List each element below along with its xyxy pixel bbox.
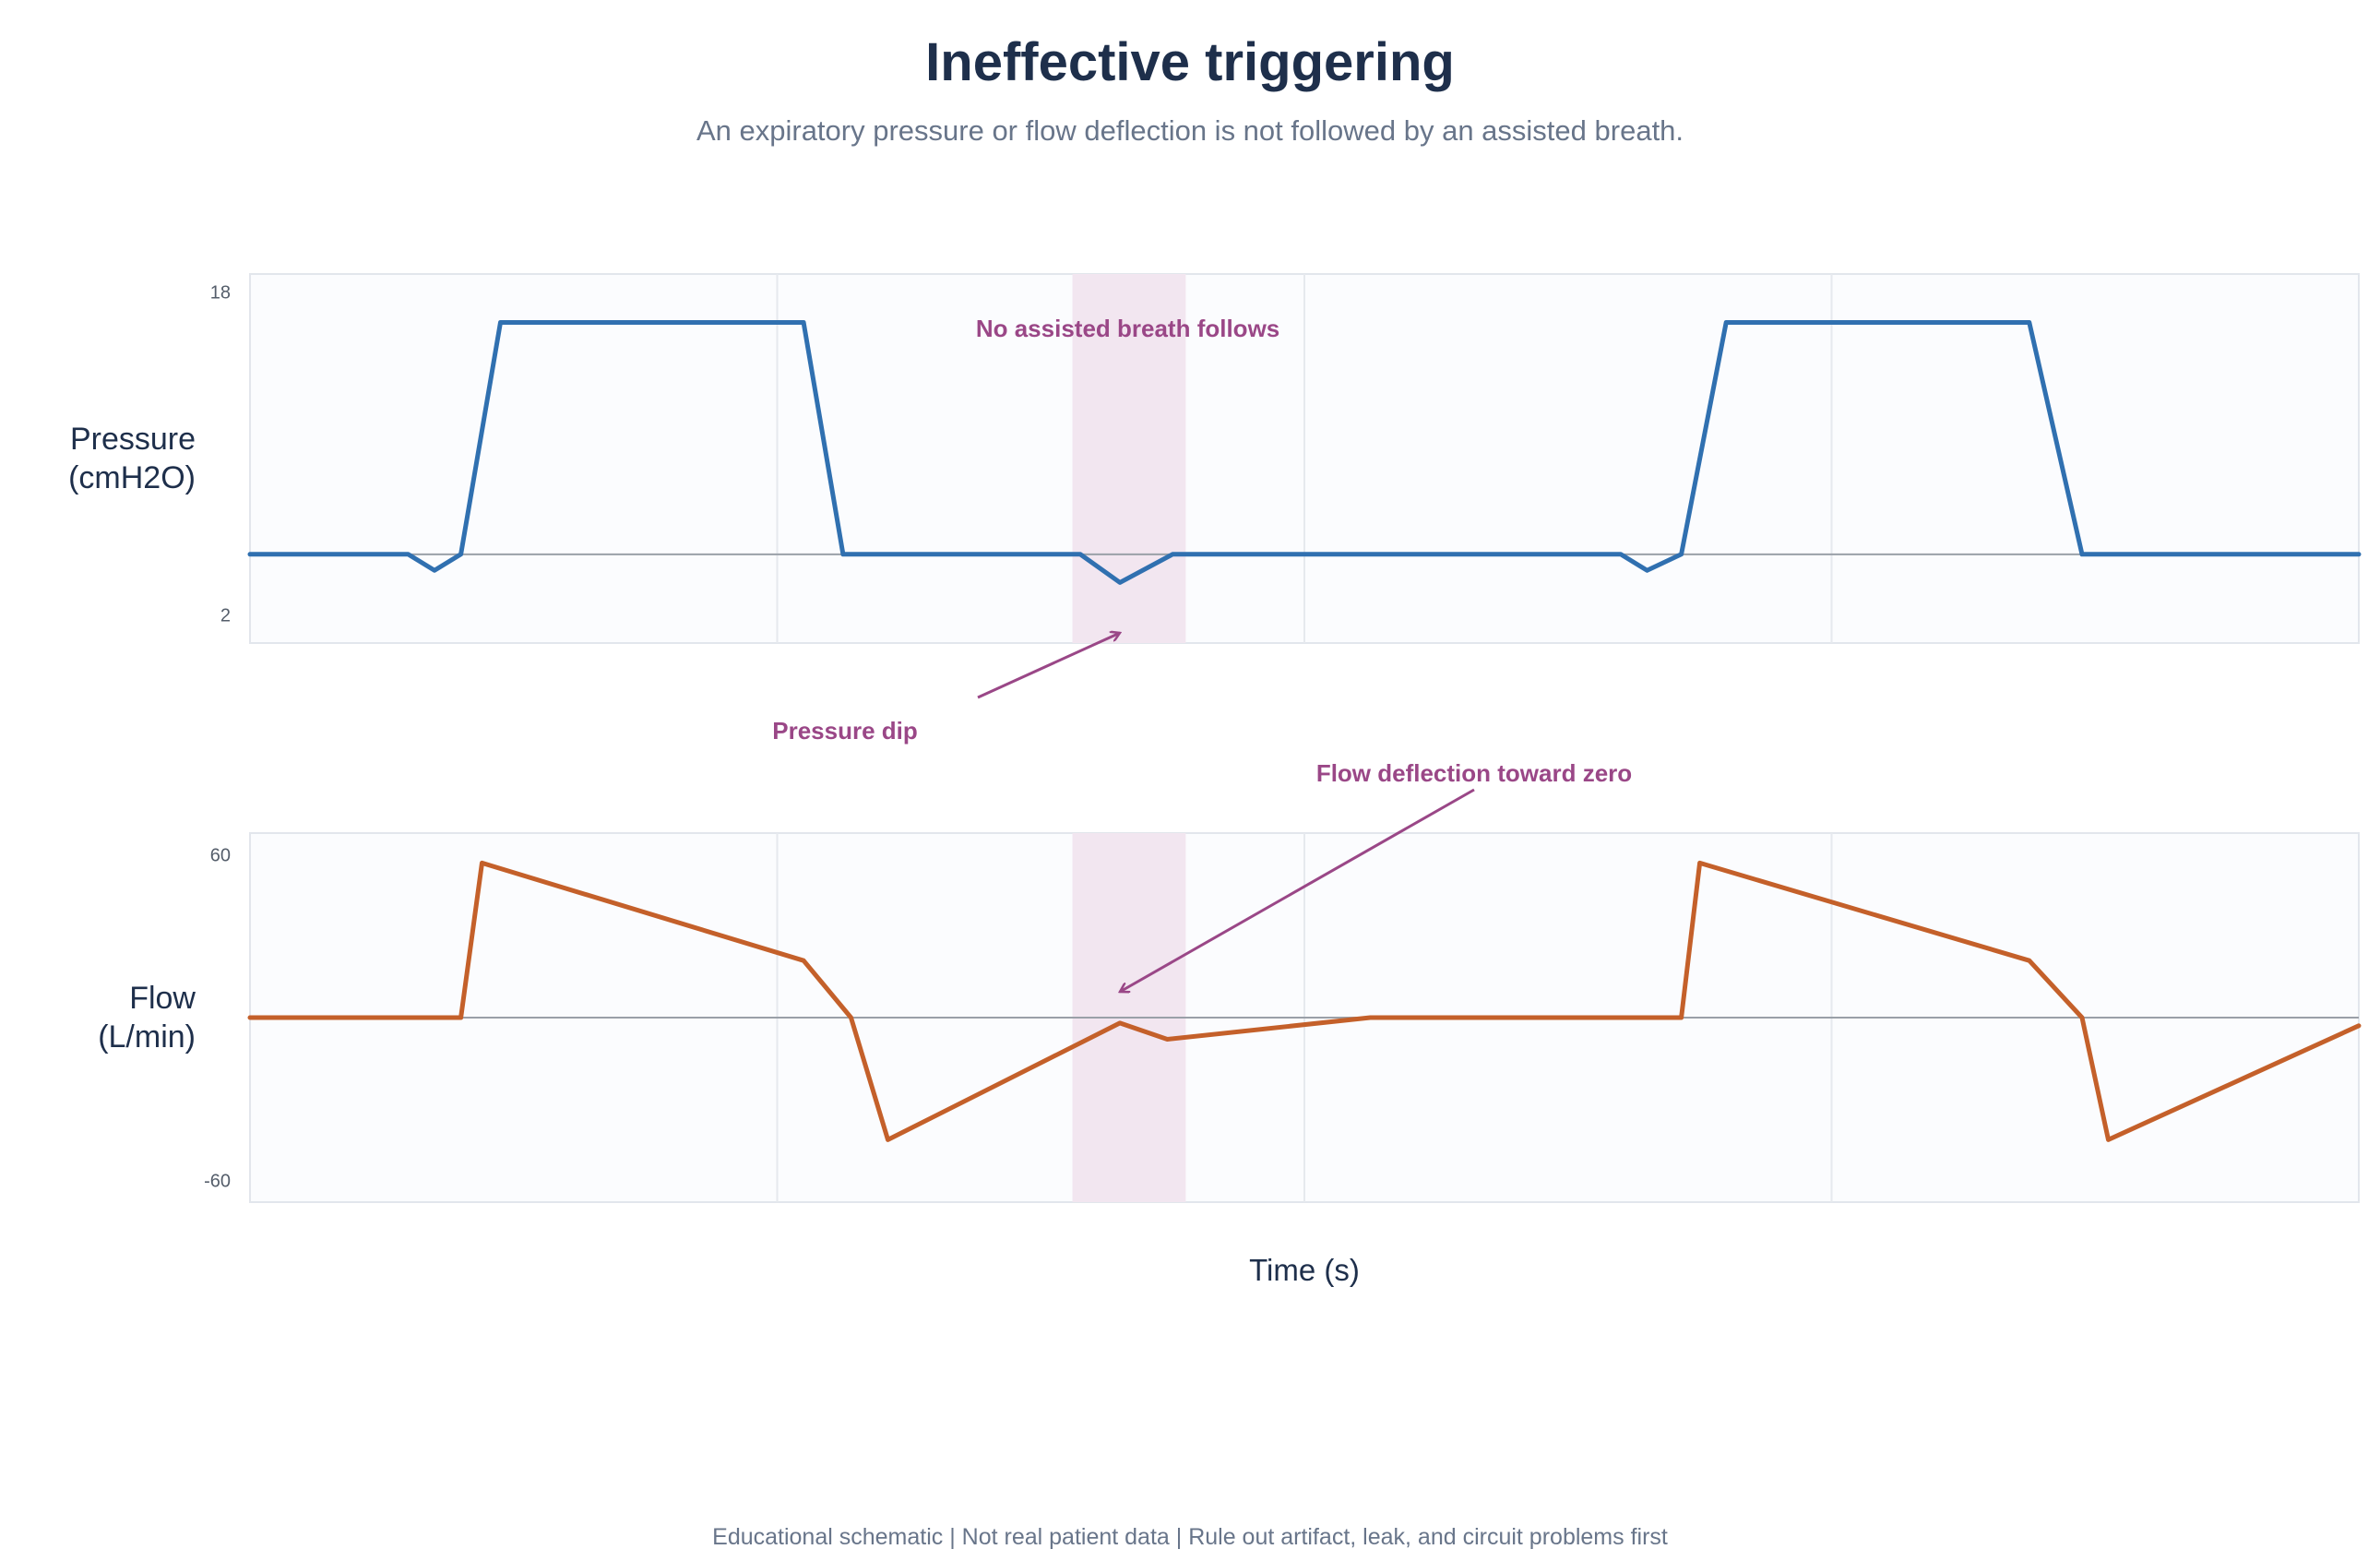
flow-deflection-arrow — [1120, 788, 1475, 992]
pressure-dip-label: Pressure dip — [772, 717, 918, 745]
flow-y-axis-label: Flow (L/min) — [98, 981, 196, 1055]
flow-y-tick-label: 60 — [210, 846, 231, 866]
pressure-annotation: No assisted breath follows — [976, 315, 1279, 342]
footer-note: Educational schematic | Not real patient… — [712, 1524, 1668, 1550]
chart-subtitle: An expiratory pressure or flow deflectio… — [696, 114, 1684, 147]
pressure-waveform — [247, 320, 2362, 585]
pressure-y-axis-label: Pressure (cmH2O) — [68, 422, 196, 495]
pressure-dip-arrow — [977, 633, 1120, 699]
flow-y-tick-label: -60 — [204, 1171, 231, 1191]
chart-title: Ineffective triggering — [925, 32, 1455, 92]
pressure-highlight-band — [1072, 274, 1186, 643]
pressure-y-tick-label: 2 — [220, 605, 231, 626]
pressure-y-tick-label: 18 — [210, 283, 231, 304]
x-axis-label: Time (s) — [1249, 1253, 1360, 1287]
flow-panel: 60 -60 Flow (L/min) Time (s) — [98, 832, 2362, 1287]
flow-deflection-label: Flow deflection toward zero — [1316, 759, 1632, 787]
flow-waveform — [247, 860, 2362, 1142]
pressure-panel: 2 18 Pressure (cmH2O) No assisted breath fol… — [68, 273, 2362, 644]
